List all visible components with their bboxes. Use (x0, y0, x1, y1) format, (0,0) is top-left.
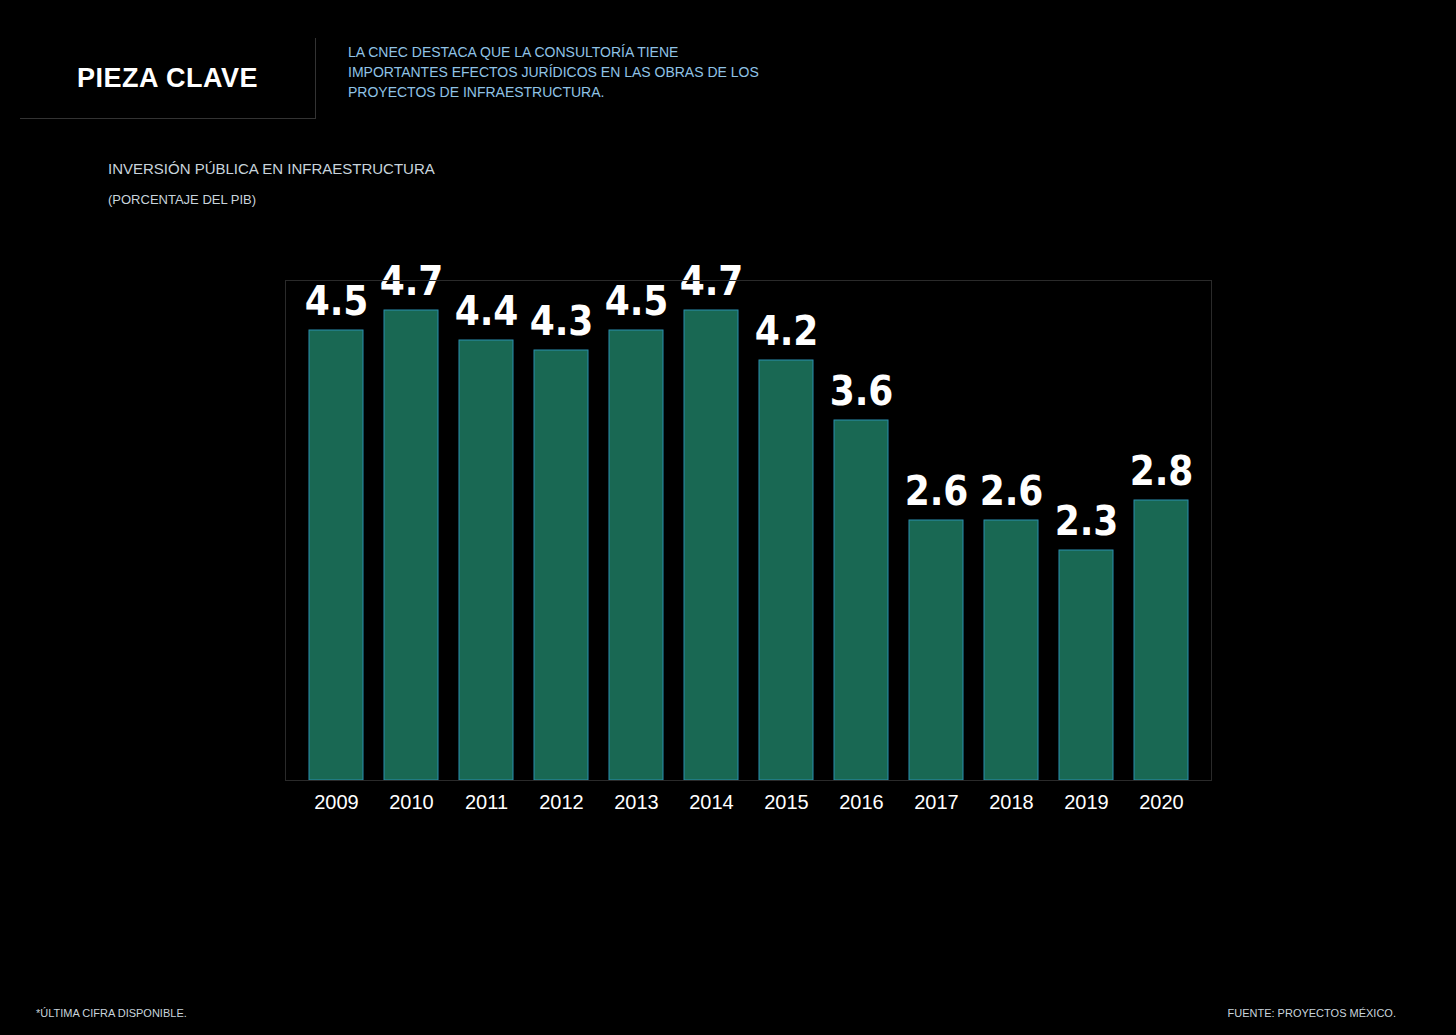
svg-text:2014: 2014 (689, 791, 734, 813)
html-text:LA CNEC DESTACA QUE LA CONSULT: LA CNEC DESTACA QUE LA CONSULTORÍA TIENE… (348, 44, 759, 100)
svg-text:2013: 2013 (614, 791, 659, 813)
svg-text:2.3: 2.3 (1055, 498, 1119, 544)
svg-text:2.6: 2.6 (905, 468, 969, 514)
svg-text:2016: 2016 (839, 791, 884, 813)
svg-text:2015: 2015 (764, 791, 809, 813)
html-text:FUENTE: PROYECTOS MÉXICO.: FUENTE: PROYECTOS MÉXICO. (1227, 1007, 1396, 1019)
svg-text:4.2: 4.2 (755, 308, 819, 354)
svg-text:4.4: 4.4 (455, 288, 519, 334)
svg-text:4.5: 4.5 (305, 278, 369, 324)
svg-text:3.6: 3.6 (830, 368, 894, 414)
svg-text:2012: 2012 (539, 791, 584, 813)
html-text:PIEZA CLAVE: PIEZA CLAVE (77, 63, 258, 93)
svg-text:4.3: 4.3 (530, 298, 594, 344)
svg-text:2.6: 2.6 (980, 468, 1044, 514)
svg-text:2010: 2010 (389, 791, 434, 813)
svg-text:2018: 2018 (989, 791, 1034, 813)
svg-text:4.5: 4.5 (605, 278, 669, 324)
html-text:(PORCENTAJE DEL PIB): (PORCENTAJE DEL PIB) (108, 192, 257, 207)
svg-text:2019: 2019 (1064, 791, 1109, 813)
svg-text:2009: 2009 (314, 791, 359, 813)
svg-text:2.8: 2.8 (1130, 448, 1194, 494)
svg-text:4.7: 4.7 (680, 258, 744, 304)
svg-text:2011: 2011 (465, 791, 508, 813)
svg-text:4.7: 4.7 (380, 258, 444, 304)
html-text:*ÚLTIMA CIFRA DISPONIBLE.: *ÚLTIMA CIFRA DISPONIBLE. (36, 1007, 187, 1019)
svg-text:2020: 2020 (1139, 791, 1184, 813)
html-text:INVERSIÓN PÚBLICA EN INFRAESTR: INVERSIÓN PÚBLICA EN INFRAESTRUCTURA (108, 160, 435, 177)
svg-text:2017: 2017 (914, 791, 959, 813)
